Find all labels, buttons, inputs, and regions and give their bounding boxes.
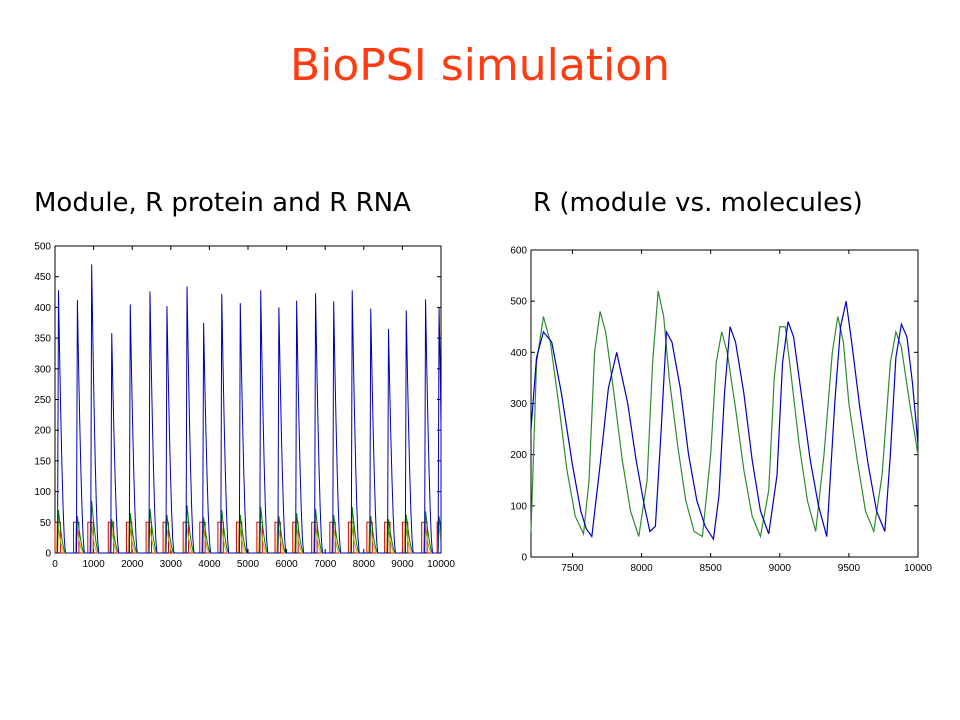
chart-0-ytick-label: 450	[34, 272, 51, 283]
chart-0-ytick-label: 50	[40, 518, 52, 529]
chart-0-xtick-label: 0	[52, 559, 58, 570]
chart-0-ytick-label: 300	[34, 364, 51, 375]
chart-0-series-line-0	[55, 264, 442, 554]
chart-0-xtick-label: 9000	[391, 559, 414, 570]
chart-1-ytick-label: 0	[521, 553, 527, 564]
chart-1-ytick-label: 300	[510, 399, 527, 410]
chart-1-series-line-1	[530, 290, 919, 539]
chart-1-xtick-label: 7500	[561, 563, 584, 574]
chart-0-xtick-label: 6000	[275, 559, 298, 570]
chart-0-ytick-label: 100	[34, 487, 51, 498]
chart-1-ytick-label: 400	[510, 348, 527, 359]
chart-0-xtick-label: 5000	[237, 559, 260, 570]
chart-1-series-line-0	[530, 301, 919, 541]
chart-0-xtick-label: 4000	[198, 559, 221, 570]
chart-0-xtick-label: 1000	[82, 559, 105, 570]
chart-1-ytick-label: 100	[510, 501, 527, 512]
chart-1-ytick-label: 200	[510, 450, 527, 461]
chart-0-xtick-label: 8000	[353, 559, 376, 570]
chart-0-xtick-label: 7000	[314, 559, 337, 570]
chart-0-ytick-label: 250	[34, 395, 51, 406]
chart-0-ytick-label: 400	[34, 303, 51, 314]
chart-1-xtick-label: 9000	[769, 563, 792, 574]
chart-0-xtick-label: 10000	[427, 559, 455, 570]
chart-1-ytick-label: 500	[510, 297, 527, 308]
chart-left-title: Module, R protein and R RNA	[34, 188, 411, 218]
chart-0-ytick-label: 200	[34, 426, 51, 437]
chart-1-xtick-label: 8000	[630, 563, 653, 574]
chart-0-ytick-label: 0	[45, 549, 51, 560]
chart-1-xtick-label: 9500	[838, 563, 861, 574]
chart-1-xtick-label: 8500	[700, 563, 723, 574]
chart-0-ytick-label: 350	[34, 334, 51, 345]
chart-0-ytick-label: 500	[34, 242, 51, 253]
slide-title: BioPSI simulation	[289, 40, 671, 91]
chart-right-title: R (module vs. molecules)	[533, 188, 863, 218]
chart-0-xtick-label: 2000	[121, 559, 144, 570]
chart-0-xtick-label: 3000	[160, 559, 183, 570]
chart-1-ytick-label: 600	[510, 246, 527, 257]
chart-0-ytick-label: 150	[34, 456, 51, 467]
chart-1-xtick-label: 10000	[904, 563, 932, 574]
